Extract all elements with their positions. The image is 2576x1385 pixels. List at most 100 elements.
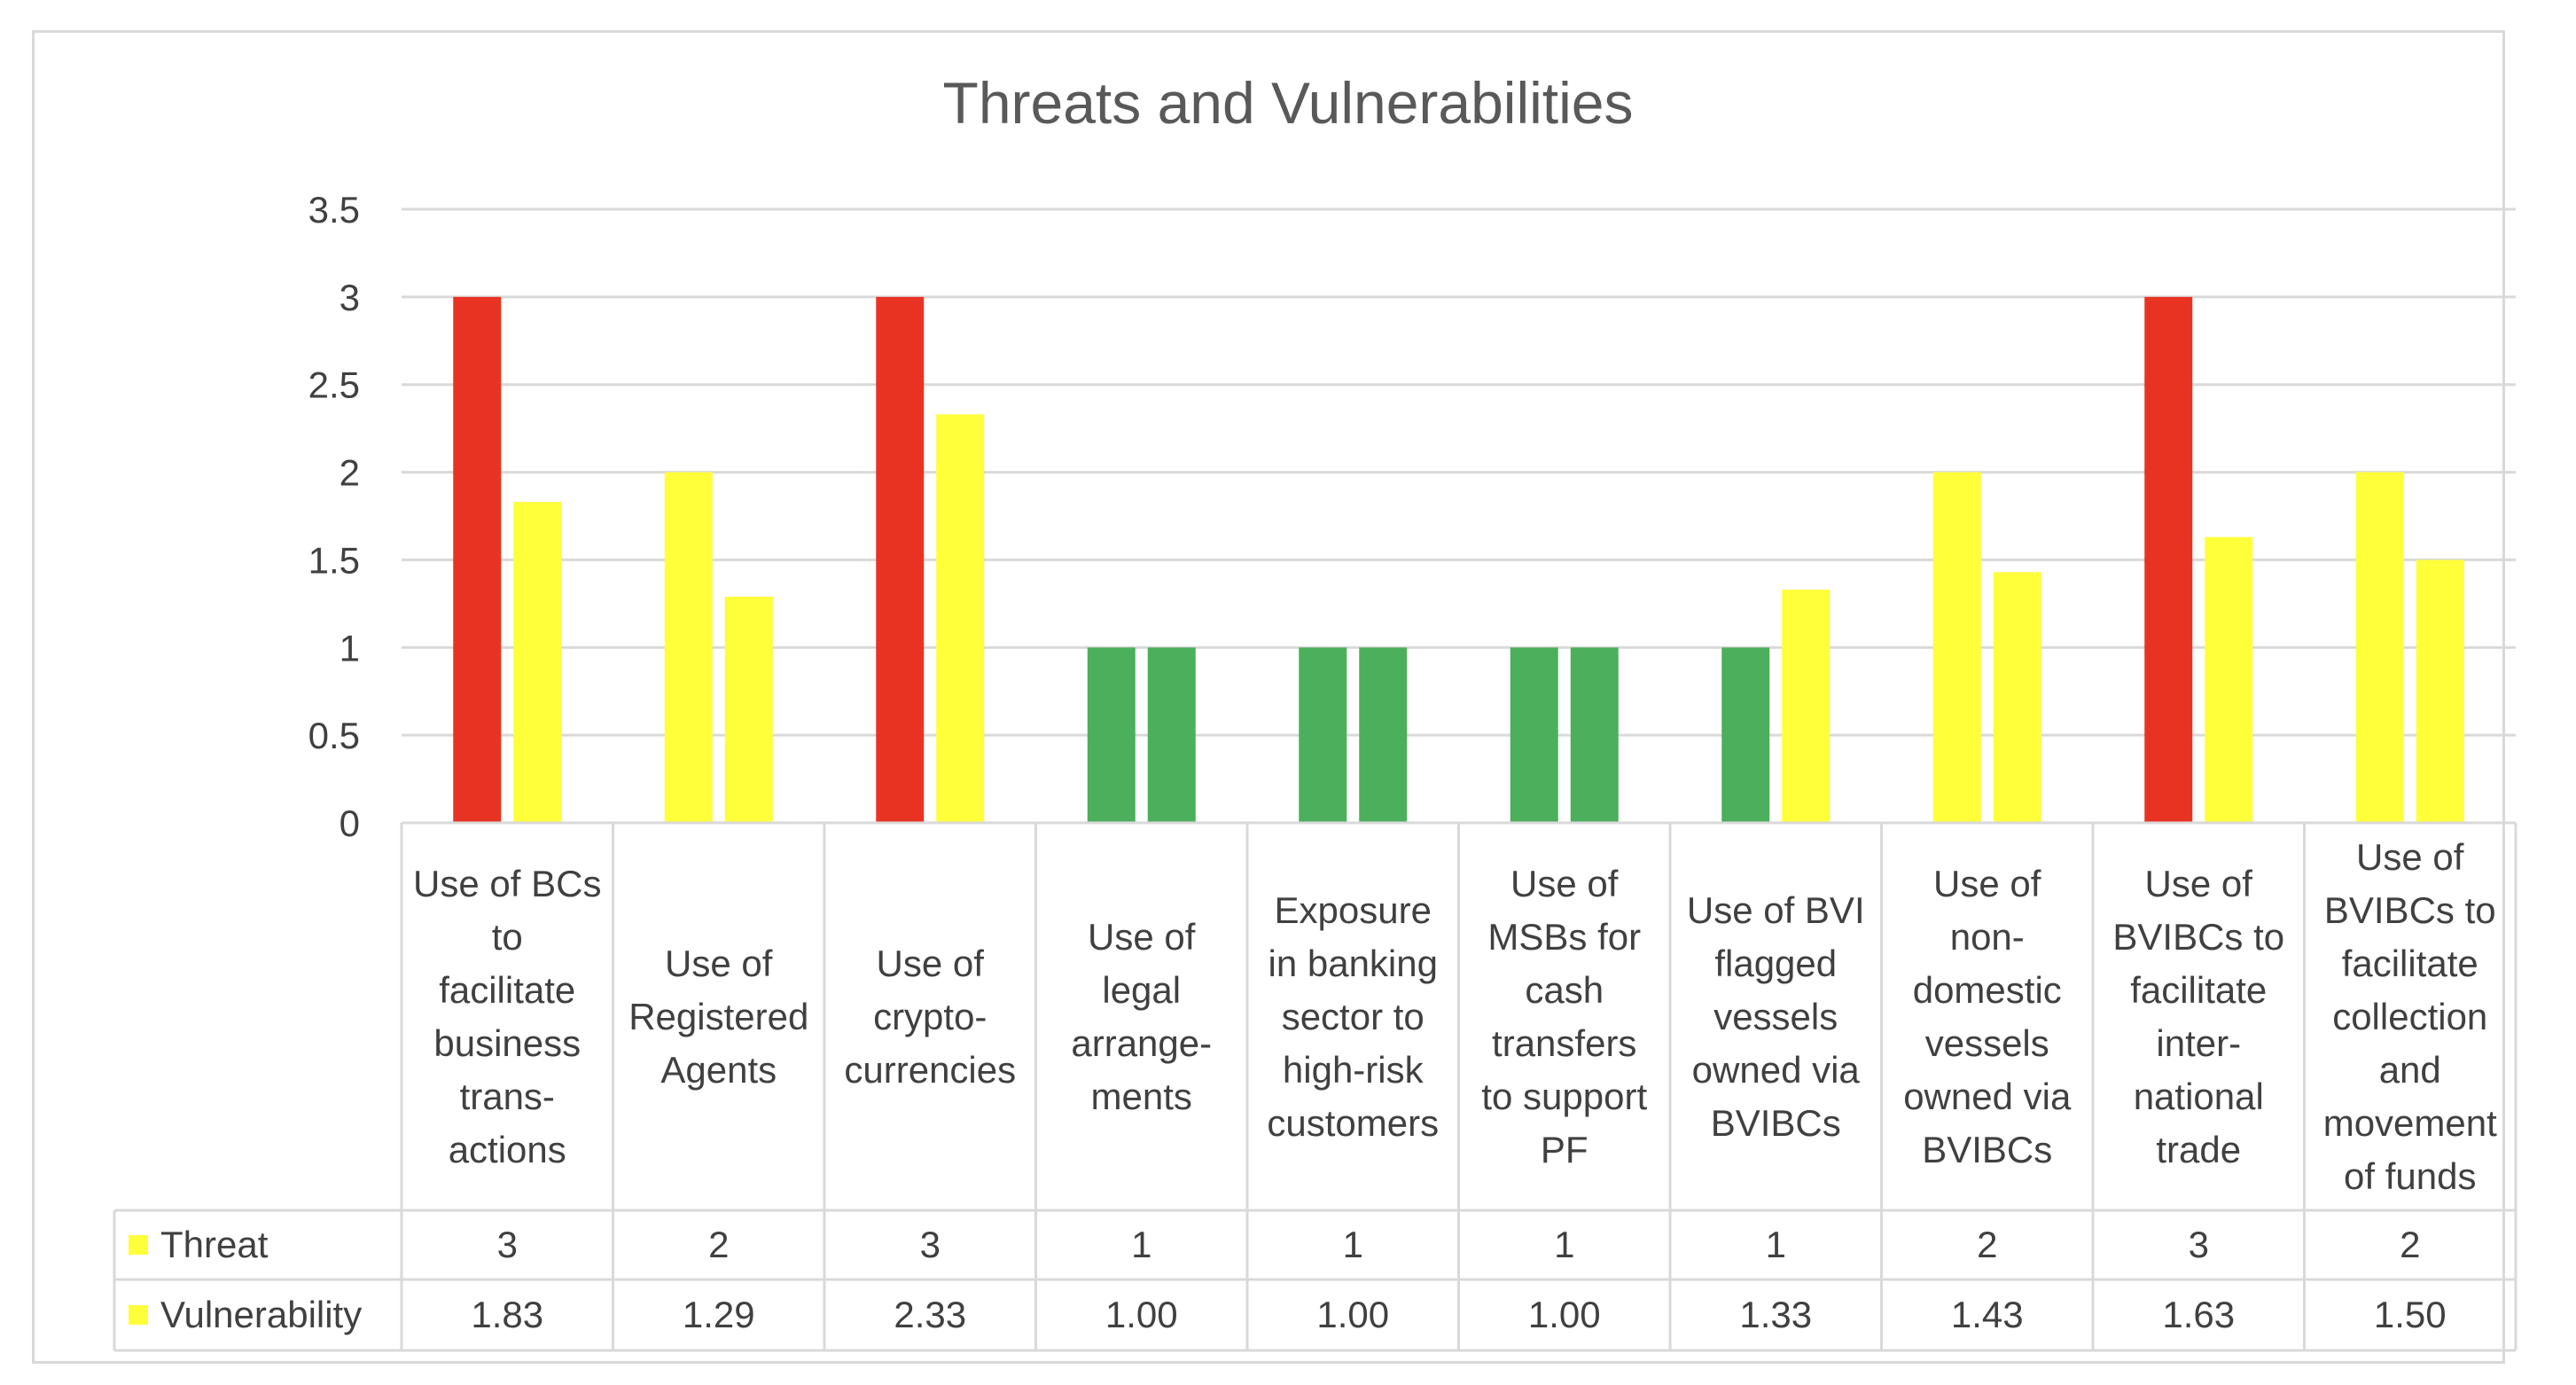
category-label-text: Exposure in banking sector to high-risk cust… [1267,884,1439,1150]
vulnerability-bar [1782,590,1831,823]
category-label-line: to support [1481,1075,1648,1117]
y-tick-label: 0.5 [308,715,360,756]
category-label-line: vessels [1924,1021,2049,1064]
threat-value-cell: 3 [2188,1224,2209,1265]
threat-value-cell: 2 [708,1224,730,1265]
legend-key [129,1235,148,1255]
vulnerability-bar [2416,559,2464,823]
threat-value-cell: 3 [496,1224,518,1265]
category-label-line: Use of [2356,835,2464,878]
legend-label: Threat [160,1224,269,1265]
category-label-line: transfers [1492,1021,1637,1064]
threat-bar [1087,647,1136,823]
vulnerability-value-cell: 1.63 [2162,1294,2236,1335]
vulnerability-value-cell: 1.00 [1105,1294,1178,1335]
legend-threat: Threat [114,1210,402,1279]
category-label-line: Use of [876,942,984,984]
vulnerability-value-cell: 1.43 [1950,1294,2024,1335]
category-label-line: Use of [1933,862,2041,904]
category-label: Use of non-domestic vessels owned via BVIBCs [1882,823,2094,1210]
threat-bar [1932,472,1981,823]
threat-value-cell: 2 [2400,1224,2421,1265]
y-tick-label: 2.5 [308,364,360,406]
threat-bar [876,296,925,823]
category-label-text: Use of MSBs for cash transfers to support PF [1481,857,1647,1177]
category-label-line: business [433,1021,582,1064]
category-label-line: MSBs for [1487,915,1642,958]
threat-bar [2144,296,2193,823]
threat-bar [2355,472,2404,823]
threat-value-cell: 1 [1765,1224,1786,1265]
y-tick-label: 1 [340,627,360,669]
category-label-text: Use of BCs to facilitate business trans-acti… [413,857,601,1177]
vulnerability-bar [1147,647,1196,823]
category-label-line: BVIBCs to [2112,915,2285,958]
vulnerability-bar [724,596,773,823]
category-label-line: to [491,915,523,958]
category-label-line: trans- [459,1075,555,1117]
category-label-line: PF [1540,1128,1589,1170]
category-label: Use of BVIBCs to facilitate inter-national t… [2093,823,2305,1210]
threat-value-cell: 1 [1342,1224,1363,1265]
threat-value-cell: 1 [1131,1224,1152,1265]
vulnerability-value-cell: 2.33 [894,1294,967,1335]
category-label-line: facilitate [2341,942,2478,984]
category-label-line: vessels [1713,995,1838,1037]
vulnerability-value-cell: 1.00 [1527,1294,1601,1335]
threat-value-cell: 2 [1977,1224,1998,1265]
category-label-line: non- [1949,915,2025,958]
category-label-line: and [2378,1048,2441,1091]
category-label-line: collection [2332,995,2488,1037]
category-label-text: Use of legal arrange-ments [1071,911,1212,1123]
category-label: Use of BVIBCs to facilitate collection and mo… [2305,823,2517,1210]
legend-key [129,1305,148,1325]
y-tick-label: 3 [340,277,360,318]
category-label-line: trade [2156,1128,2242,1170]
category-label-line: domestic [1912,968,2062,1011]
category-label-text: Use of BVIBCs to facilitate collection and mo… [2323,831,2497,1203]
category-label-line: facilitate [439,968,576,1011]
vulnerability-bar [1359,647,1408,823]
threat-bar [453,296,502,823]
category-label-text: Use of crypto-currencies [844,937,1016,1097]
threat-bar [1721,647,1770,823]
vulnerability-bar [2205,536,2253,823]
threat-bar [1510,647,1558,823]
threat-bar [1299,647,1347,823]
category-label-line: Use of BCs [413,862,602,904]
vulnerability-value-cell: 1.00 [1316,1294,1390,1335]
vulnerability-bar [1993,572,2041,823]
vulnerability-value-cell: 1.83 [471,1294,544,1335]
category-label-line: BVIBCs [1922,1128,2053,1170]
vulnerability-value-cell: 1.33 [1739,1294,1813,1335]
category-label-line: flagged [1714,942,1838,984]
category-label-text: Use of non-domestic vessels owned via BVIBCs [1903,857,2071,1177]
threat-value-cell: 1 [1554,1224,1575,1265]
category-label-line: actions [448,1128,566,1170]
category-label-line: crypto- [873,995,987,1037]
y-tick-label: 3.5 [308,189,360,231]
threat-bar [664,472,713,823]
category-label-line: Use of [1088,915,1196,958]
category-label-line: Use of [2144,862,2252,904]
category-label-line: currencies [844,1048,1017,1091]
vulnerability-bar [1570,647,1619,823]
category-label: Use of BVI flagged vessels owned via BVIBCs [1670,823,1882,1210]
vulnerability-bar [513,502,562,823]
category-label-line: high-risk [1282,1048,1424,1091]
category-label-line: legal [1102,968,1182,1011]
category-label-line: owned via [1903,1075,2072,1117]
category-label-text: Use of Registered Agents [628,937,808,1097]
category-label-line: Use of [665,942,773,984]
category-label-line: facilitate [2130,968,2268,1011]
category-label-line: Exposure [1274,888,1432,931]
legend-vulnerability: Vulnerability [114,1279,402,1350]
category-label-line: Use of [1510,862,1619,904]
category-label-line: sector to [1281,995,1425,1037]
chart-title: Threats and Vulnerabilities [942,70,1634,136]
vulnerability-value-cell: 1.50 [2373,1294,2447,1335]
category-label-line: ments [1090,1075,1192,1117]
category-label-text: Use of BVI flagged vessels owned via BVIBCs [1687,884,1865,1150]
category-label-line: Use of BVI [1686,888,1865,931]
category-label-line: national [2133,1075,2264,1117]
